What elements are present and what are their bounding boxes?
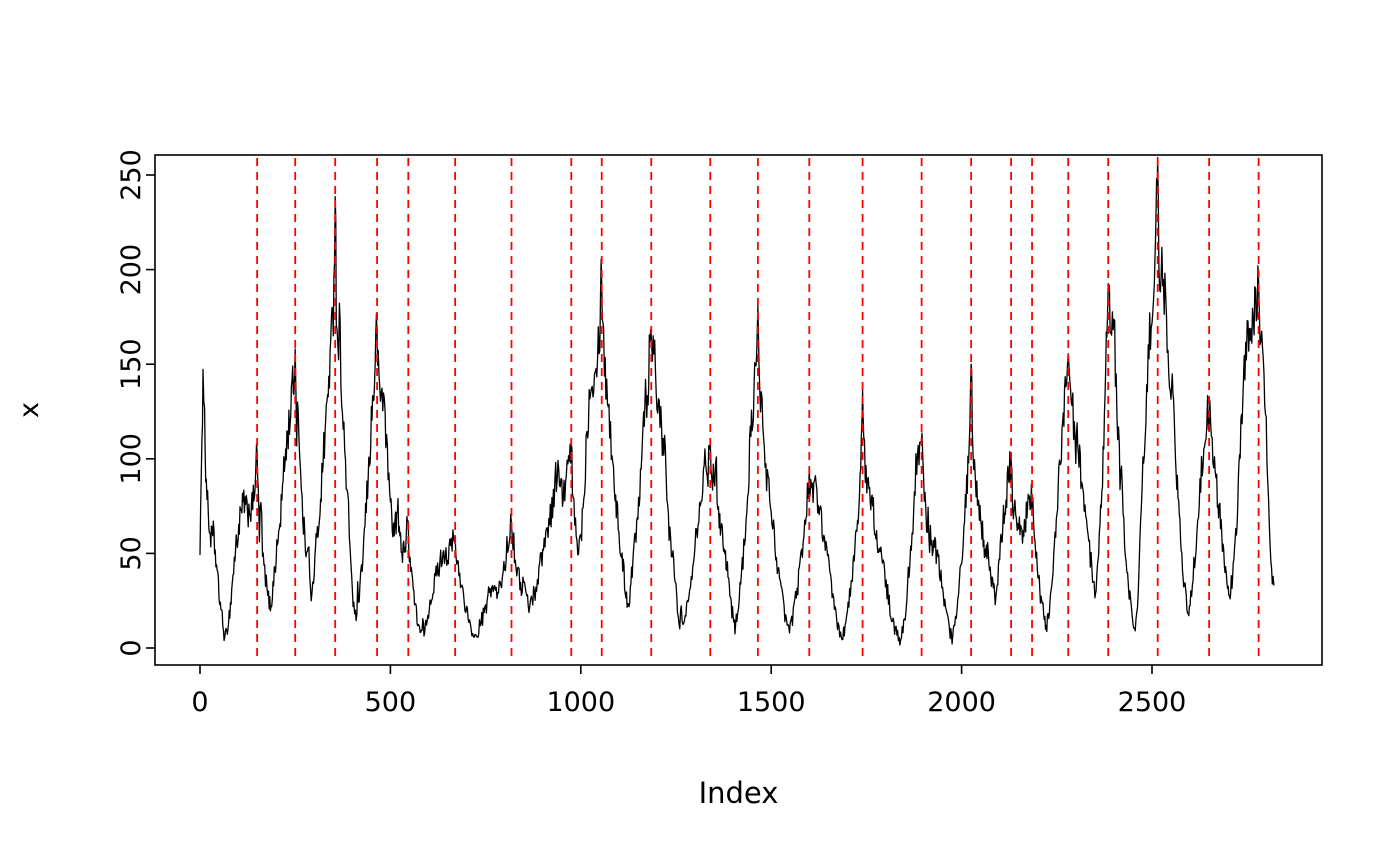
y-tick-label: 250 bbox=[116, 149, 147, 201]
y-tick-label: 100 bbox=[116, 433, 147, 485]
x-tick-label: 2000 bbox=[927, 687, 996, 718]
plot-box bbox=[154, 154, 1323, 666]
x-tick-label: 2500 bbox=[1118, 687, 1187, 718]
y-axis-label: x bbox=[14, 402, 45, 418]
y-tick-label: 150 bbox=[116, 338, 147, 390]
y-tick-label: 0 bbox=[116, 639, 147, 656]
x-tick-label: 0 bbox=[191, 687, 208, 718]
y-tick-label: 200 bbox=[116, 244, 147, 296]
series-line bbox=[199, 157, 1275, 646]
y-tick-label: 50 bbox=[116, 536, 147, 570]
x-tick-label: 500 bbox=[365, 687, 417, 718]
x-tick-label: 1500 bbox=[737, 687, 806, 718]
x-axis-label: Index bbox=[699, 776, 779, 810]
x-tick-label: 1000 bbox=[546, 687, 615, 718]
